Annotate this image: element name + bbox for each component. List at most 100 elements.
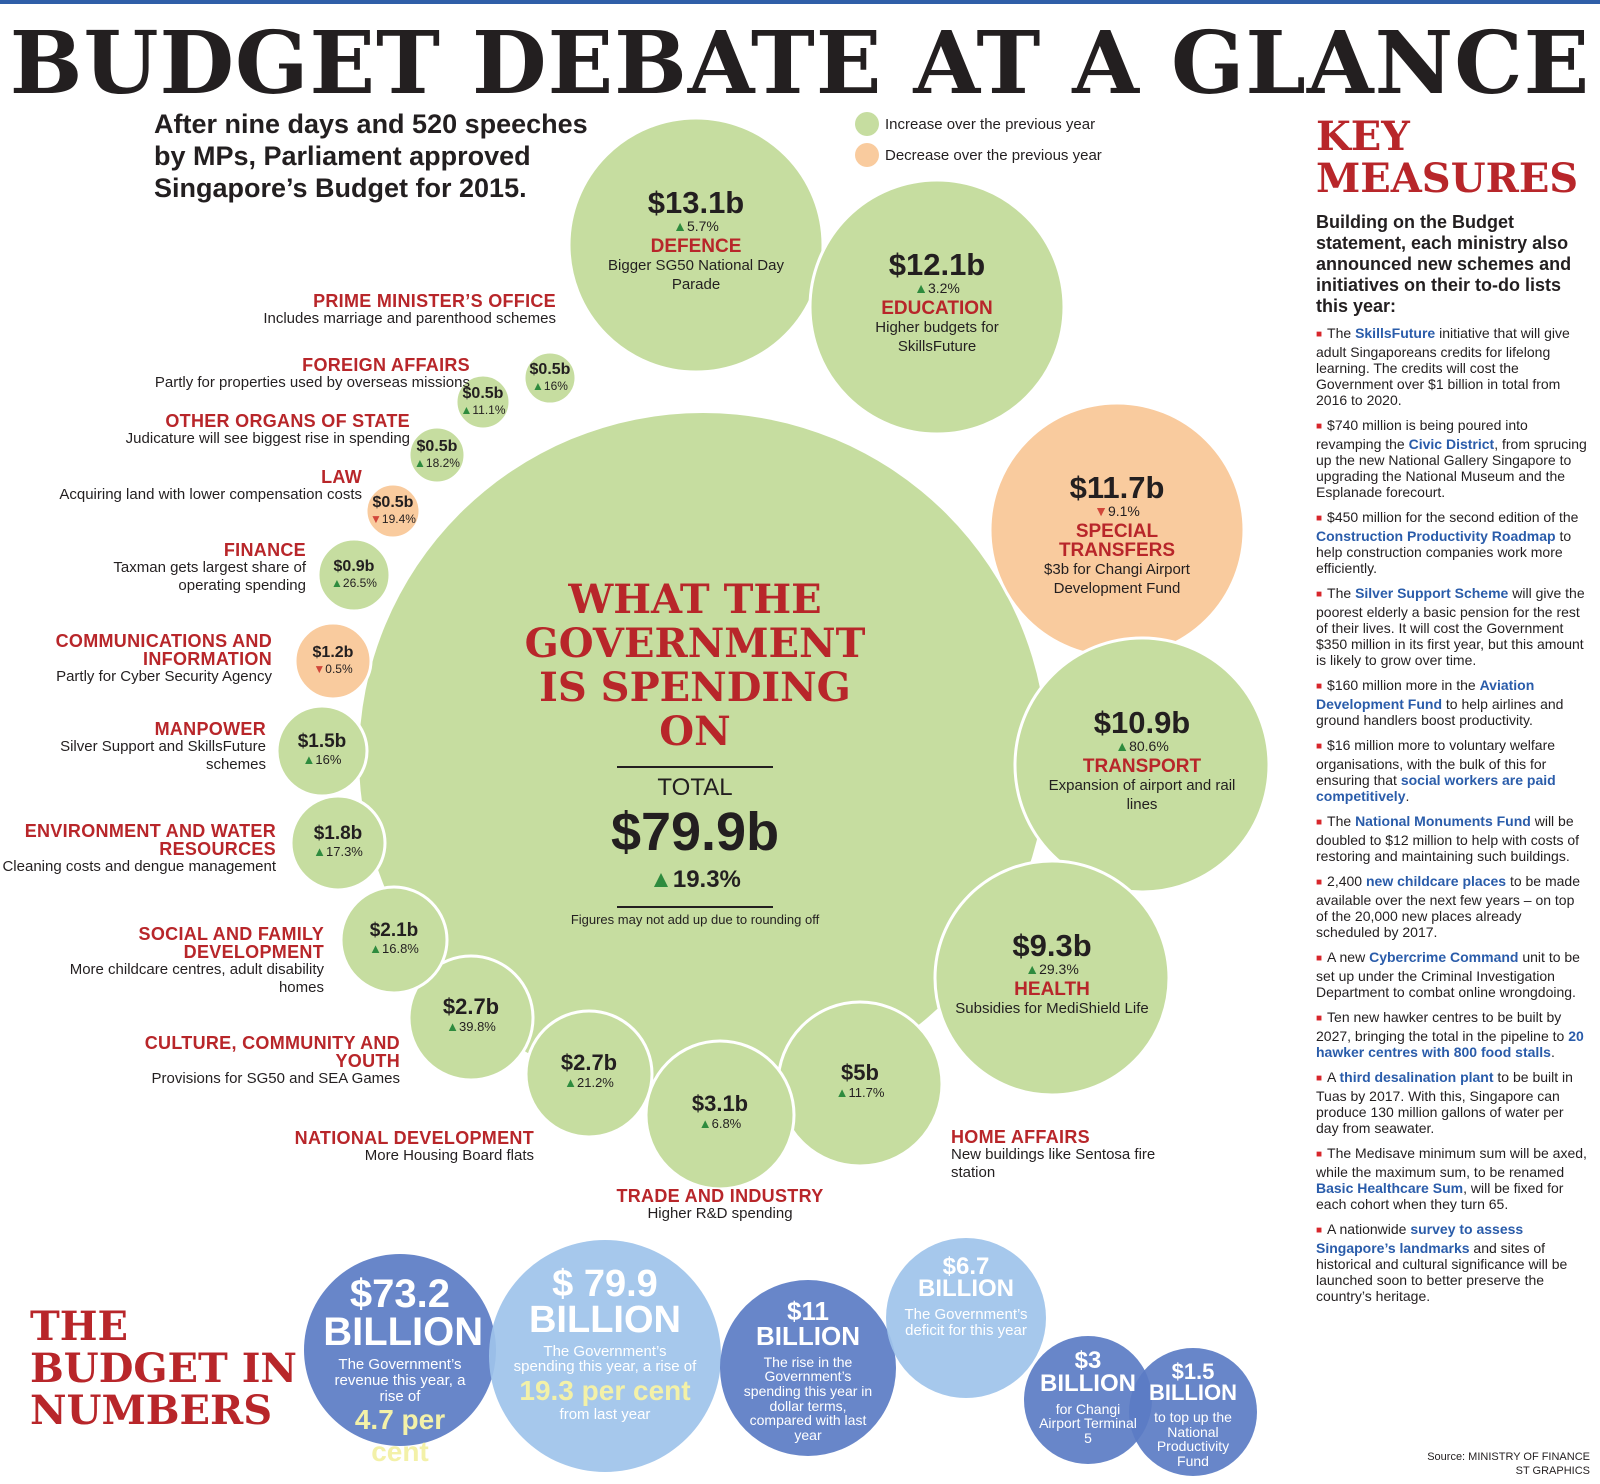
bubble-change-trade-and-industry: ▲6.8% [699,1116,742,1131]
top-rule [0,0,1600,4]
label-desc-other-organs-of-state: Judicature will see biggest rise in spen… [125,430,410,447]
bubble-change-law: ▼19.4% [370,512,416,526]
rounding-note: Figures may not add up due to rounding o… [570,912,820,927]
bubble-law [364,482,422,540]
bubble-value-other-organs-of-state: $0.5b [417,438,458,455]
label-name-transport: TRANSPORT [1082,756,1202,777]
bubble-change-culture-community-and-youth: ▲39.8% [446,1019,496,1034]
key-measure-text: The [1327,813,1356,829]
bubble-change-prime-minister-s-office: ▲16% [532,379,568,393]
key-measure-text: 2,400 [1327,873,1366,889]
key-measure-item: A new Cybercrime Command unit to be set … [1316,949,1588,1000]
bubble-value-prime-minister-s-office: $0.5b [530,361,571,378]
bubble-health [933,859,1171,1097]
label-desc-culture-community-and-youth: Provisions for SG50 and SEA Games [151,1070,400,1087]
label-name-prime-minister-s-office: PRIME MINISTER’S OFFICE [313,291,556,311]
bubble-value-health: $9.3b [1012,928,1091,963]
key-measure-keyword: Basic Healthcare Sum [1316,1180,1464,1196]
bubble-change-foreign-affairs: ▲11.1% [460,403,505,417]
total-label: TOTAL [657,774,733,801]
center-total: WHAT THE GOVERNMENT IS SPENDING ON TOTAL… [510,578,880,928]
key-measure-text: to help airlines and ground handlers boo… [1316,696,1564,728]
bubble-environment-and-water-resources [289,794,387,892]
bubble-value-social-and-family-development: $2.1b [370,920,419,941]
label-name-national-development: NATIONAL DEVELOPMENT [294,1128,534,1148]
label-desc-education: Higher budgets for SkillsFuture [875,319,999,355]
key-measure-text: $450 million for the second edition of t… [1327,509,1579,525]
bubble-trade-and-industry [644,1039,796,1191]
number-5-text: for Changi Airport Terminal 5 [1039,1400,1137,1447]
label-name-communications-and-information: COMMUNICATIONS AND INFORMATION [55,631,272,669]
bubble-finance [316,537,392,613]
number-2-amount: $ 79.9 BILLION [528,1262,681,1341]
label-other-organs-of-state: OTHER ORGANS OF STATE Judicature will see… [10,412,410,448]
bubble-national-development [524,1009,654,1139]
number-4-amount: $6.7 BILLION [918,1252,1014,1303]
key-measure-keyword: new childcare places [1365,873,1507,889]
key-measure-text: $740 million is being poured into revamp… [1316,417,1528,452]
key-measure-text: to help construction companies work more… [1316,528,1572,576]
label-desc-prime-minister-s-office: Includes marriage and parenthood schemes [263,310,556,327]
key-measure-item: The Silver Support Scheme will give the … [1316,585,1588,668]
label-home-affairs: HOME AFFAIRS New buildings like Sentosa f… [951,1128,1171,1182]
bubble-value-law: $0.5b [373,494,414,511]
label-desc-trade-and-industry: Higher R&D spending [647,1205,793,1222]
label-culture-community-and-youth: CULTURE, COMMUNITY AND YOUTH Provisions f… [140,1034,400,1088]
key-measure-item: $450 million for the second edition of t… [1316,509,1588,576]
number-2: $ 79.9 BILLION The Government’s spending … [512,1262,698,1423]
label-name-home-affairs: HOME AFFAIRS [951,1127,1090,1147]
number-bubble-6 [1129,1348,1257,1476]
key-measure-keyword: Silver Support Scheme [1355,585,1509,601]
label-defence: DEFENCE Bigger SG50 National Day Parade [596,237,796,294]
up-arrow-icon: ▲ [649,866,673,893]
key-measure-item: A nationwide survey to assess Singapore’… [1316,1221,1588,1304]
label-desc-special-transfers: $3b for Changi Airport Development Fund [1044,561,1190,597]
key-measure-text: The Medisave minimum sum will be axed, w… [1316,1145,1587,1180]
source-credit: Source: MINISTRY OF FINANCE ST GRAPHICS [1427,1450,1590,1478]
label-transport: TRANSPORT Expansion of airport and rail l… [1042,757,1242,814]
total-change: ▲19.3% [510,866,880,894]
label-desc-manpower: Silver Support and SkillsFuture schemes [60,738,266,773]
label-name-foreign-affairs: FOREIGN AFFAIRS [302,355,470,375]
bubble-change-national-development: ▲21.2% [564,1075,614,1090]
bubble-value-environment-and-water-resources: $1.8b [314,823,363,844]
label-trade-and-industry: TRADE AND INDUSTRY Higher R&D spending [560,1187,880,1223]
key-measure-text: The [1327,325,1356,341]
key-measure-text: $160 million more in the [1327,677,1480,693]
label-name-special-transfers: SPECIAL TRANSFERS [1058,521,1176,561]
label-name-manpower: MANPOWER [154,719,266,739]
label-law: LAW Acquiring land with lower compensatio… [0,468,362,504]
key-measure-text: , from sprucing up the new National Gall… [1316,436,1587,500]
label-name-education: EDUCATION [881,298,993,319]
label-foreign-affairs: FOREIGN AFFAIRS Partly for properties use… [70,356,470,392]
bubble-value-trade-and-industry: $3.1b [692,1091,748,1116]
label-desc-defence: Bigger SG50 National Day Parade [608,257,784,293]
label-name-other-organs-of-state: OTHER ORGANS OF STATE [165,411,410,431]
label-desc-transport: Expansion of airport and rail lines [1048,777,1236,813]
number-5-amount: $3 BILLION [1039,1347,1136,1397]
total-change-value: 19.3% [672,866,741,893]
label-finance: FINANCE Taxman gets largest share of oper… [66,541,306,595]
center-divider-top [617,766,773,768]
key-measure-text: $16 million more to voluntary welfare or… [1316,737,1556,788]
label-name-defence: DEFENCE [650,236,742,257]
key-measure-item: $16 million more to voluntary welfare or… [1316,737,1588,804]
key-measure-text: A [1327,1069,1340,1085]
bubble-defence [567,116,825,374]
number-5: $3 BILLION for Changi Airport Terminal 5 [1037,1347,1139,1447]
bubble-value-manpower: $1.5b [298,731,347,752]
label-manpower: MANPOWER Silver Support and SkillsFuture … [26,720,266,774]
number-3: $11 BILLION The rise in the Government’s … [738,1298,879,1443]
intro-text: After nine days and 520 speeches by MPs,… [154,109,588,203]
key-measure-item: The National Monuments Fund will be doub… [1316,813,1588,864]
bubble-other-organs-of-state [407,425,467,485]
bubble-change-environment-and-water-resources: ▲17.3% [313,844,363,859]
bubble-change-health: ▲29.3% [1025,961,1079,977]
label-desc-home-affairs: New buildings like Sentosa fire station [951,1146,1156,1181]
key-measure-text: The [1327,585,1356,601]
key-measures-list: The SkillsFuture initiative that will gi… [1316,325,1588,1313]
bubble-value-transport: $10.9b [1094,705,1191,740]
key-measure-keyword: survey to assess Singapore’s landmarks [1316,1221,1524,1256]
key-measure-item: 2,400 new childcare places to be made av… [1316,873,1588,940]
label-prime-minister-s-office: PRIME MINISTER’S OFFICE Includes marriage… [156,292,556,328]
